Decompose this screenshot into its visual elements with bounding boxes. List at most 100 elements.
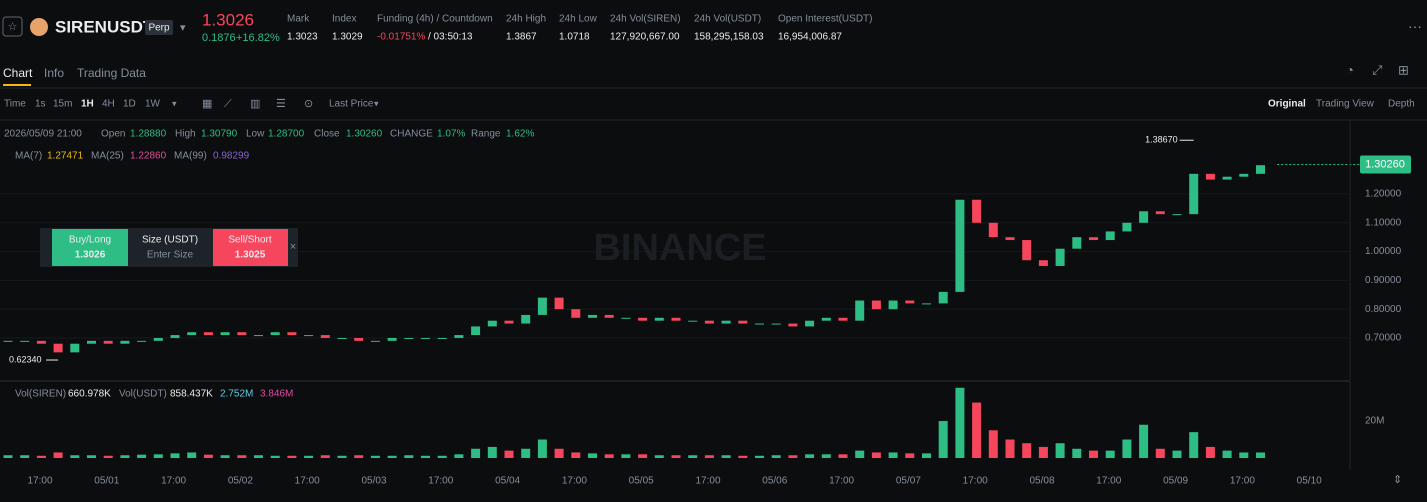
favorite-button[interactable] — [2, 16, 23, 37]
volume-bar — [153, 454, 163, 458]
price-change: 0.1876 — [202, 32, 236, 44]
volume-bar — [1122, 439, 1132, 458]
legend-value: 858.437K — [170, 389, 213, 400]
volume-bar — [1055, 443, 1065, 458]
legend-value: 2.752M — [220, 389, 253, 400]
candle — [53, 343, 63, 353]
star-icon: ☆ — [8, 21, 18, 33]
candle — [87, 340, 96, 344]
legend-value: 1.62% — [506, 129, 534, 140]
sell-button[interactable] — [213, 229, 288, 266]
calendar-icon[interactable]: ▦ — [202, 98, 212, 110]
volume-bar — [671, 455, 681, 458]
volume-bar — [437, 455, 447, 458]
vol-tick-label: 20M — [1365, 416, 1384, 427]
legend-value: 1.27471 — [47, 151, 84, 162]
chart-type-icon[interactable]: ▥ — [250, 98, 260, 110]
volume-bar — [688, 455, 698, 458]
coin-icon — [30, 18, 48, 36]
legend-label: Open — [101, 129, 125, 140]
candle — [254, 335, 263, 337]
indicator-icon[interactable]: ⟋ — [224, 98, 232, 110]
legend-value: 1.30260 — [346, 129, 383, 140]
volume-bar — [203, 454, 213, 458]
interval[interactable]: 15m — [53, 99, 72, 110]
sell-price: 1.3025 — [235, 250, 266, 261]
volume-bar — [638, 454, 648, 458]
tab[interactable]: Trading Data — [77, 66, 146, 80]
size-input[interactable]: Enter Size — [147, 250, 194, 261]
tab[interactable]: Info — [44, 66, 64, 80]
candle — [604, 314, 614, 318]
legend-label: Close — [314, 129, 340, 140]
view-option[interactable]: Depth — [1388, 99, 1415, 110]
view-option[interactable]: Trading View — [1316, 99, 1375, 110]
stat-label: 24h Vol(USDT) — [694, 14, 761, 25]
settings-icon[interactable]: ☰ — [276, 98, 286, 110]
legend-label: Range — [471, 129, 501, 140]
interval[interactable]: 1W — [145, 99, 161, 110]
dropdown-icon[interactable]: ▾ — [180, 22, 186, 34]
volume-bar — [3, 455, 13, 458]
reset-icon[interactable]: ⊙ — [304, 98, 313, 110]
volume-bar — [1239, 452, 1249, 458]
x-tick-label: 17:00 — [829, 476, 854, 487]
volume-bar — [421, 455, 430, 458]
volume-bar — [755, 455, 764, 458]
volume-bar — [838, 454, 848, 458]
volume-bar — [220, 455, 230, 458]
buy-button[interactable] — [52, 229, 128, 266]
y-tick-label: 0.80000 — [1365, 304, 1402, 315]
legend-value: 0.98299 — [213, 151, 250, 162]
candle — [805, 320, 815, 327]
candle — [1055, 248, 1065, 266]
candle — [203, 332, 213, 336]
symbol[interactable]: SIRENUSDT — [55, 17, 154, 36]
candle — [1122, 222, 1132, 232]
candle — [337, 337, 347, 339]
volume-bar — [922, 453, 931, 458]
stat-value: 1.3023 — [287, 32, 318, 43]
volume-bar — [287, 455, 297, 458]
interval[interactable]: 1H — [81, 99, 94, 110]
scale-icon[interactable]: ⇕ — [1393, 474, 1402, 486]
volume-bar — [521, 448, 531, 458]
candle — [137, 340, 147, 342]
interval[interactable]: Time — [4, 99, 26, 110]
candle — [554, 297, 564, 310]
candle — [471, 326, 481, 336]
y-tick-label: 0.70000 — [1365, 333, 1402, 344]
interval[interactable]: 1D — [123, 99, 136, 110]
volume-bar — [471, 448, 481, 458]
candle — [1222, 176, 1232, 180]
candle — [871, 300, 881, 310]
candle — [3, 340, 13, 342]
interval[interactable]: 1s — [35, 99, 46, 110]
tab-underline — [3, 84, 31, 86]
view-option[interactable]: Original — [1268, 99, 1306, 110]
stat-label: Funding (4h) / Countdown — [377, 14, 493, 25]
expand-icon[interactable]: ⤢ — [1372, 62, 1382, 77]
dropdown-icon[interactable]: ▾ — [374, 98, 379, 108]
volume-bar — [721, 455, 731, 458]
price-type[interactable]: Last Price — [329, 99, 374, 110]
candle — [153, 337, 163, 341]
x-tick-label: 05/09 — [1163, 476, 1188, 487]
x-tick-label: 17:00 — [161, 476, 186, 487]
more-button[interactable]: ⋯ — [1408, 19, 1422, 35]
alert-icon[interactable]: ◔ — [1346, 62, 1354, 77]
legend-label: CHANGE — [390, 129, 433, 140]
interval[interactable]: 4H — [102, 99, 115, 110]
close-widget[interactable]: × — [290, 241, 296, 253]
candle — [487, 320, 497, 327]
legend-label: MA(99) — [174, 151, 207, 162]
legend-label: MA(25) — [91, 151, 124, 162]
layout-icon[interactable]: ⊞ — [1398, 62, 1409, 77]
candle — [905, 300, 915, 304]
candle — [537, 297, 547, 315]
stat-value: 1.3867 — [506, 32, 537, 43]
tab[interactable]: Chart — [3, 66, 33, 80]
volume-bar — [588, 453, 597, 458]
dropdown-icon: ▾ — [172, 98, 177, 108]
